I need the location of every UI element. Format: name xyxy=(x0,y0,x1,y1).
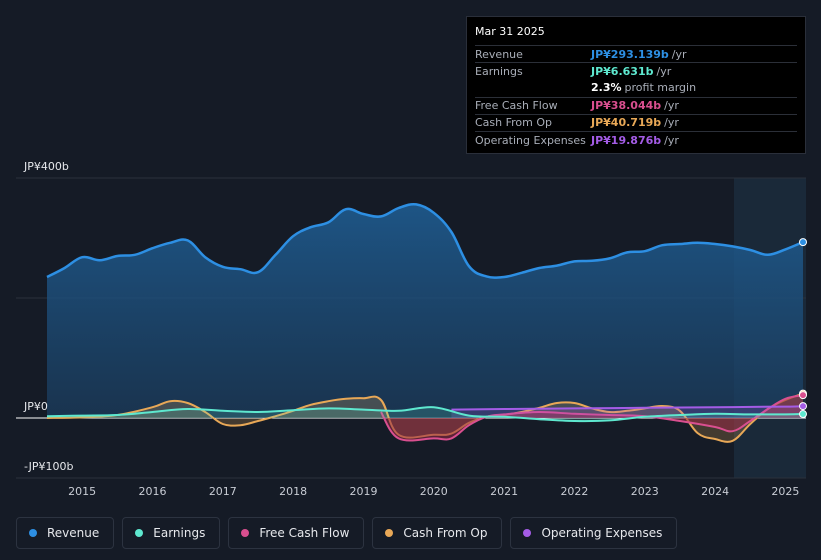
x-tick-label: 2019 xyxy=(349,485,377,498)
x-tick-label: 2025 xyxy=(771,485,799,498)
tooltip-value-opex: JP¥19.876b xyxy=(591,133,662,147)
legend-label-fcf: Free Cash Flow xyxy=(259,526,350,540)
tooltip-label-revenue: Revenue xyxy=(475,47,523,61)
tooltip-unit-margin: profit margin xyxy=(624,81,697,95)
x-tick-label: 2024 xyxy=(701,485,729,498)
legend-dot-fcf xyxy=(241,529,250,537)
series-endpoint-revenue xyxy=(799,238,807,247)
legend-label-cfo: Cash From Op xyxy=(403,526,488,540)
tooltip-value-cfo: JP¥40.719b xyxy=(591,116,662,130)
tooltip-label-fcf: Free Cash Flow xyxy=(475,99,558,113)
x-tick-label: 2018 xyxy=(279,485,307,498)
legend-label-opex: Operating Expenses xyxy=(541,526,663,540)
tooltip-unit-fcf: /yr xyxy=(664,99,679,113)
tooltip-row-revenue: Revenue JP¥293.139b /yr xyxy=(475,45,797,62)
series-endpoint-earnings xyxy=(799,410,807,419)
series-area-revenue xyxy=(47,204,803,418)
tooltip-value-margin: 2.3% xyxy=(591,81,622,95)
x-tick-label: 2017 xyxy=(209,485,237,498)
legend-dot-cfo xyxy=(385,529,394,537)
series-line-free-cash-flow xyxy=(380,394,804,442)
tooltip-panel: Mar 31 2025 Revenue JP¥293.139b /yr Earn… xyxy=(466,16,806,154)
x-tick-label: 2021 xyxy=(490,485,518,498)
series-endpoint-operating-expenses xyxy=(799,402,807,411)
legend-item-cfo[interactable]: Cash From Op xyxy=(372,517,503,549)
tooltip-label-cfo: Cash From Op xyxy=(475,116,553,130)
series-area-free-cash-flow xyxy=(381,395,803,441)
x-tick-label: 2022 xyxy=(560,485,588,498)
series-line-earnings xyxy=(46,406,804,423)
tooltip-label-earnings: Earnings xyxy=(475,64,523,78)
y-tick-label: -JP¥100b xyxy=(24,460,73,473)
tooltip-row-earnings: Earnings JP¥6.631b /yr xyxy=(475,62,797,79)
tooltip-value-fcf: JP¥38.044b xyxy=(591,99,662,113)
legend: Revenue Earnings Free Cash Flow Cash Fro… xyxy=(16,517,678,549)
tooltip-row-opex: Operating Expenses JP¥19.876b /yr xyxy=(475,130,797,148)
tooltip-unit-earnings: /yr xyxy=(656,64,672,78)
legend-label-revenue: Revenue xyxy=(47,526,100,540)
legend-item-earnings[interactable]: Earnings xyxy=(122,517,221,549)
series-line-revenue xyxy=(46,202,804,279)
x-tick-label: 2023 xyxy=(631,485,659,498)
tooltip-unit-opex: /yr xyxy=(664,133,679,147)
series-area-earnings xyxy=(47,407,803,422)
x-tick-label: 2015 xyxy=(68,485,96,498)
tooltip-date: Mar 31 2025 xyxy=(475,25,545,38)
tooltip-unit-revenue: /yr xyxy=(671,47,687,61)
legend-dot-earnings xyxy=(135,529,144,537)
series-endpoint-free-cash-flow xyxy=(799,391,807,400)
legend-label-earnings: Earnings xyxy=(153,526,206,540)
tooltip-row-fcf: Free Cash Flow JP¥38.044b /yr xyxy=(475,96,797,114)
tooltip-value-earnings: JP¥6.631b xyxy=(591,64,654,78)
legend-dot-revenue xyxy=(29,529,37,537)
tooltip-value-revenue: JP¥293.139b xyxy=(591,47,669,61)
tooltip-row-cfo: Cash From Op JP¥40.719b /yr xyxy=(475,113,797,131)
x-tick-label: 2016 xyxy=(138,485,166,498)
tooltip-row-margin: 2.3% profit margin xyxy=(475,79,797,96)
x-tick-label: 2020 xyxy=(420,485,448,498)
legend-item-revenue[interactable]: Revenue xyxy=(16,517,115,549)
legend-item-fcf[interactable]: Free Cash Flow xyxy=(228,517,365,549)
y-tick-label: JP¥0 xyxy=(23,400,48,413)
legend-item-opex[interactable]: Operating Expenses xyxy=(510,517,678,549)
y-tick-label: JP¥400b xyxy=(23,160,69,173)
series-line-operating-expenses xyxy=(451,405,804,411)
tooltip-unit-cfo: /yr xyxy=(664,116,679,130)
tooltip-label-opex: Operating Expenses xyxy=(475,133,586,147)
legend-dot-opex xyxy=(523,529,532,537)
